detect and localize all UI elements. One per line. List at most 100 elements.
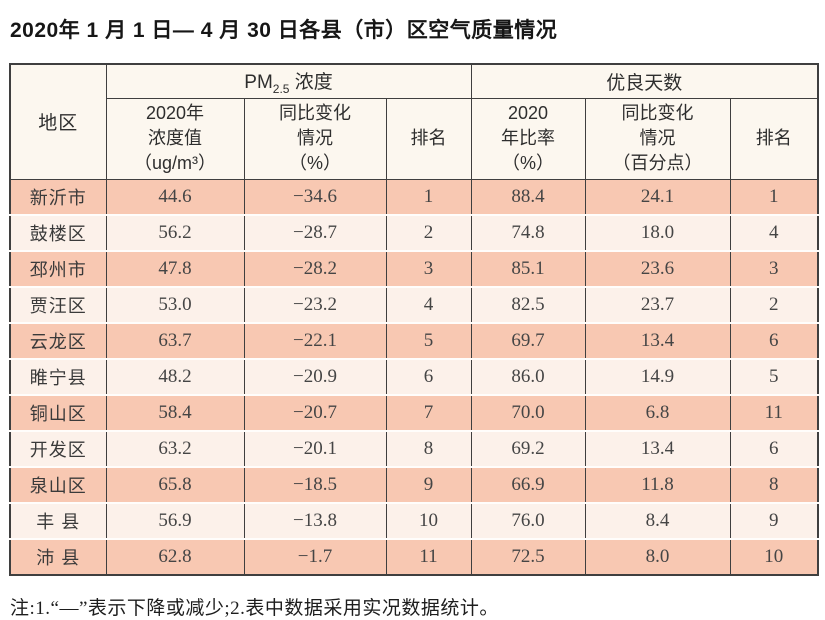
cell-pm-value: 53.0 [105,286,245,323]
cell-days-change: 23.6 [584,250,731,287]
cell-region: 新沂市 [9,179,107,215]
header-days-rate: 2020 年比率 （%） [470,97,586,180]
cell-pm-value: 65.8 [105,466,245,503]
header-region: 地区 [9,63,107,180]
header-line: （%） [288,153,341,174]
header-line: 同比变化 [621,102,694,123]
cell-days-change: 6.8 [584,394,731,431]
cell-days-rank: 6 [729,322,819,359]
cell-pm-change: −20.9 [243,358,387,395]
pm25-label-rest: 浓度 [289,71,333,93]
header-line: 情况 [639,127,676,148]
header-pm-change: 同比变化 情况 （%） [243,97,387,180]
cell-days-rank: 11 [729,394,819,431]
table-row: 开发区 63.2 −20.1 8 69.2 13.4 6 [9,430,819,467]
table-row: 鼓楼区 56.2 −28.7 2 74.8 18.0 4 [9,214,819,251]
cell-pm-rank: 3 [385,250,472,287]
table-row: 邳州市 47.8 −28.2 3 85.1 23.6 3 [9,250,819,287]
table-row: 贾汪区 53.0 −23.2 4 82.5 23.7 2 [9,286,819,323]
table-row: 丰 县 56.9 −13.8 10 76.0 8.4 9 [9,502,819,539]
cell-days-change: 18.0 [584,214,731,251]
cell-region: 邳州市 [9,250,107,287]
cell-region: 睢宁县 [9,358,107,395]
cell-pm-rank: 2 [385,214,472,251]
cell-pm-rank: 1 [385,179,472,215]
cell-pm-rank: 9 [385,466,472,503]
cell-days-rate: 86.0 [470,358,586,395]
cell-pm-rank: 6 [385,358,472,395]
cell-days-rate: 69.2 [470,430,586,467]
header-line: 同比变化 [279,102,351,123]
cell-pm-rank: 8 [385,430,472,467]
table-body: 新沂市 44.6 −34.6 1 88.4 24.1 1 鼓楼区 56.2 −28.7 2 74.8 1… [9,179,819,575]
cell-pm-value: 48.2 [105,358,245,395]
cell-pm-value: 47.8 [105,250,245,287]
header-line: 年比率 [501,127,556,148]
cell-days-change: 8.4 [584,502,731,539]
cell-pm-value: 58.4 [105,394,245,431]
header-pm-value: 2020年 浓度值 （ug/m³） [105,97,245,180]
cell-pm-change: −34.6 [243,179,387,215]
cell-region: 贾汪区 [9,286,107,323]
cell-pm-rank: 11 [385,538,472,575]
cell-days-rank: 9 [729,502,819,539]
cell-pm-value: 56.9 [105,502,245,539]
cell-pm-rank: 10 [385,502,472,539]
table-row: 睢宁县 48.2 −20.9 6 86.0 14.9 5 [9,358,819,395]
header-line: 2020年 [145,102,205,123]
pm25-label-main: PM [244,71,273,93]
cell-days-change: 23.7 [584,286,731,323]
cell-days-rate: 85.1 [470,250,586,287]
cell-days-rate: 70.0 [470,394,586,431]
cell-pm-change: −28.2 [243,250,387,287]
cell-pm-rank: 5 [385,322,472,359]
header-pm-rank: 排名 [385,97,472,180]
cell-days-rate: 82.5 [470,286,586,323]
cell-days-rank: 5 [729,358,819,395]
cell-pm-value: 63.2 [105,430,245,467]
cell-days-rate: 69.7 [470,322,586,359]
cell-days-rank: 3 [729,250,819,287]
cell-days-rate: 72.5 [470,538,586,575]
table-header: 地区 PM2.5 浓度 优良天数 2020年 浓度值 （ug/m³） 同比变化 … [9,63,819,180]
cell-days-rate: 76.0 [470,502,586,539]
header-line: 2020 [508,102,549,123]
cell-days-change: 13.4 [584,322,731,359]
cell-days-rank: 2 [729,286,819,323]
cell-days-change: 8.0 [584,538,731,575]
header-line: 排名 [755,127,792,148]
header-group-row: 地区 PM2.5 浓度 优良天数 [9,63,819,180]
cell-region: 丰 县 [9,502,107,539]
header-group-pm25: PM2.5 浓度 [105,63,472,99]
cell-days-rate: 74.8 [470,214,586,251]
pm25-label-subscript: 2.5 [272,81,290,96]
header-group-good-days: 优良天数 [470,63,819,99]
header-line: 排名 [410,127,447,148]
cell-days-rate: 88.4 [470,179,586,215]
cell-pm-value: 44.6 [105,179,245,215]
header-line: （%） [502,153,555,174]
header-days-change: 同比变化 情况 （百分点） [584,97,731,180]
footnote: 注:1.“—”表示下降或减少;2.表中数据采用实况数据统计。 [10,598,499,619]
table-row: 泉山区 65.8 −18.5 9 66.9 11.8 8 [9,466,819,503]
cell-days-change: 13.4 [584,430,731,467]
page-title: 2020年 1 月 1 日— 4 月 30 日各县（市）区空气质量情况 [10,19,558,42]
header-line: （百分点） [612,153,703,174]
cell-days-rank: 1 [729,179,819,215]
cell-pm-change: −22.1 [243,322,387,359]
cell-pm-rank: 4 [385,286,472,323]
header-line: 情况 [297,127,333,148]
cell-pm-change: −23.2 [243,286,387,323]
header-days-rank: 排名 [729,97,819,180]
cell-pm-rank: 7 [385,394,472,431]
cell-pm-change: −28.7 [243,214,387,251]
cell-region: 铜山区 [9,394,107,431]
table-row: 云龙区 63.7 −22.1 5 69.7 13.4 6 [9,322,819,359]
cell-pm-change: −1.7 [243,538,387,575]
cell-pm-change: −20.7 [243,394,387,431]
cell-pm-change: −20.1 [243,430,387,467]
cell-days-change: 11.8 [584,466,731,503]
cell-pm-change: −13.8 [243,502,387,539]
cell-region: 云龙区 [9,322,107,359]
